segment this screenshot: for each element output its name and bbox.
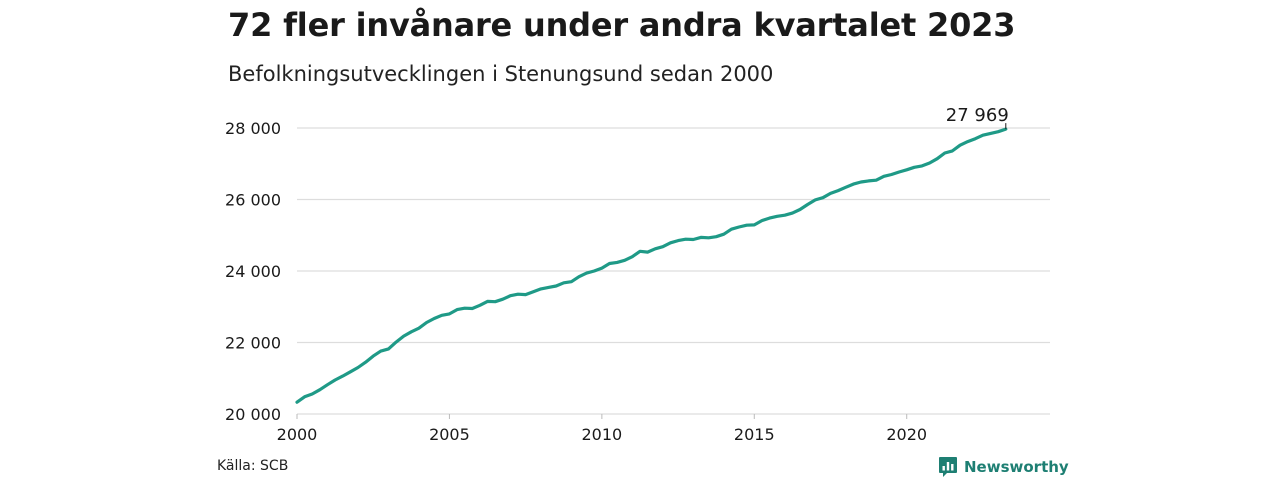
chart-subtitle: Befolkningsutvecklingen i Stenungsund se… <box>228 62 774 86</box>
y-tick-label: 28 000 <box>225 119 281 138</box>
x-tick-label: 2005 <box>429 425 470 444</box>
y-tick-label: 24 000 <box>225 262 281 281</box>
x-tick-label: 2000 <box>277 425 318 444</box>
end-value-label: 27 969 <box>946 105 1009 126</box>
y-tick-label: 22 000 <box>225 334 281 353</box>
chart-title: 72 fler invånare under andra kvartalet 2… <box>228 6 1016 44</box>
series-line <box>295 127 1008 404</box>
x-tick-label: 2010 <box>581 425 622 444</box>
newsworthy-logo-icon <box>939 457 957 477</box>
y-tick-label: 20 000 <box>225 405 281 424</box>
brand-logo[interactable]: Newsworthy <box>938 456 1069 478</box>
y-tick-label: 26 000 <box>225 191 281 210</box>
brand-name: Newsworthy <box>964 458 1069 476</box>
source-note: Källa: SCB <box>217 458 289 474</box>
x-tick-label: 2020 <box>886 425 927 444</box>
x-tick-label: 2015 <box>734 425 775 444</box>
